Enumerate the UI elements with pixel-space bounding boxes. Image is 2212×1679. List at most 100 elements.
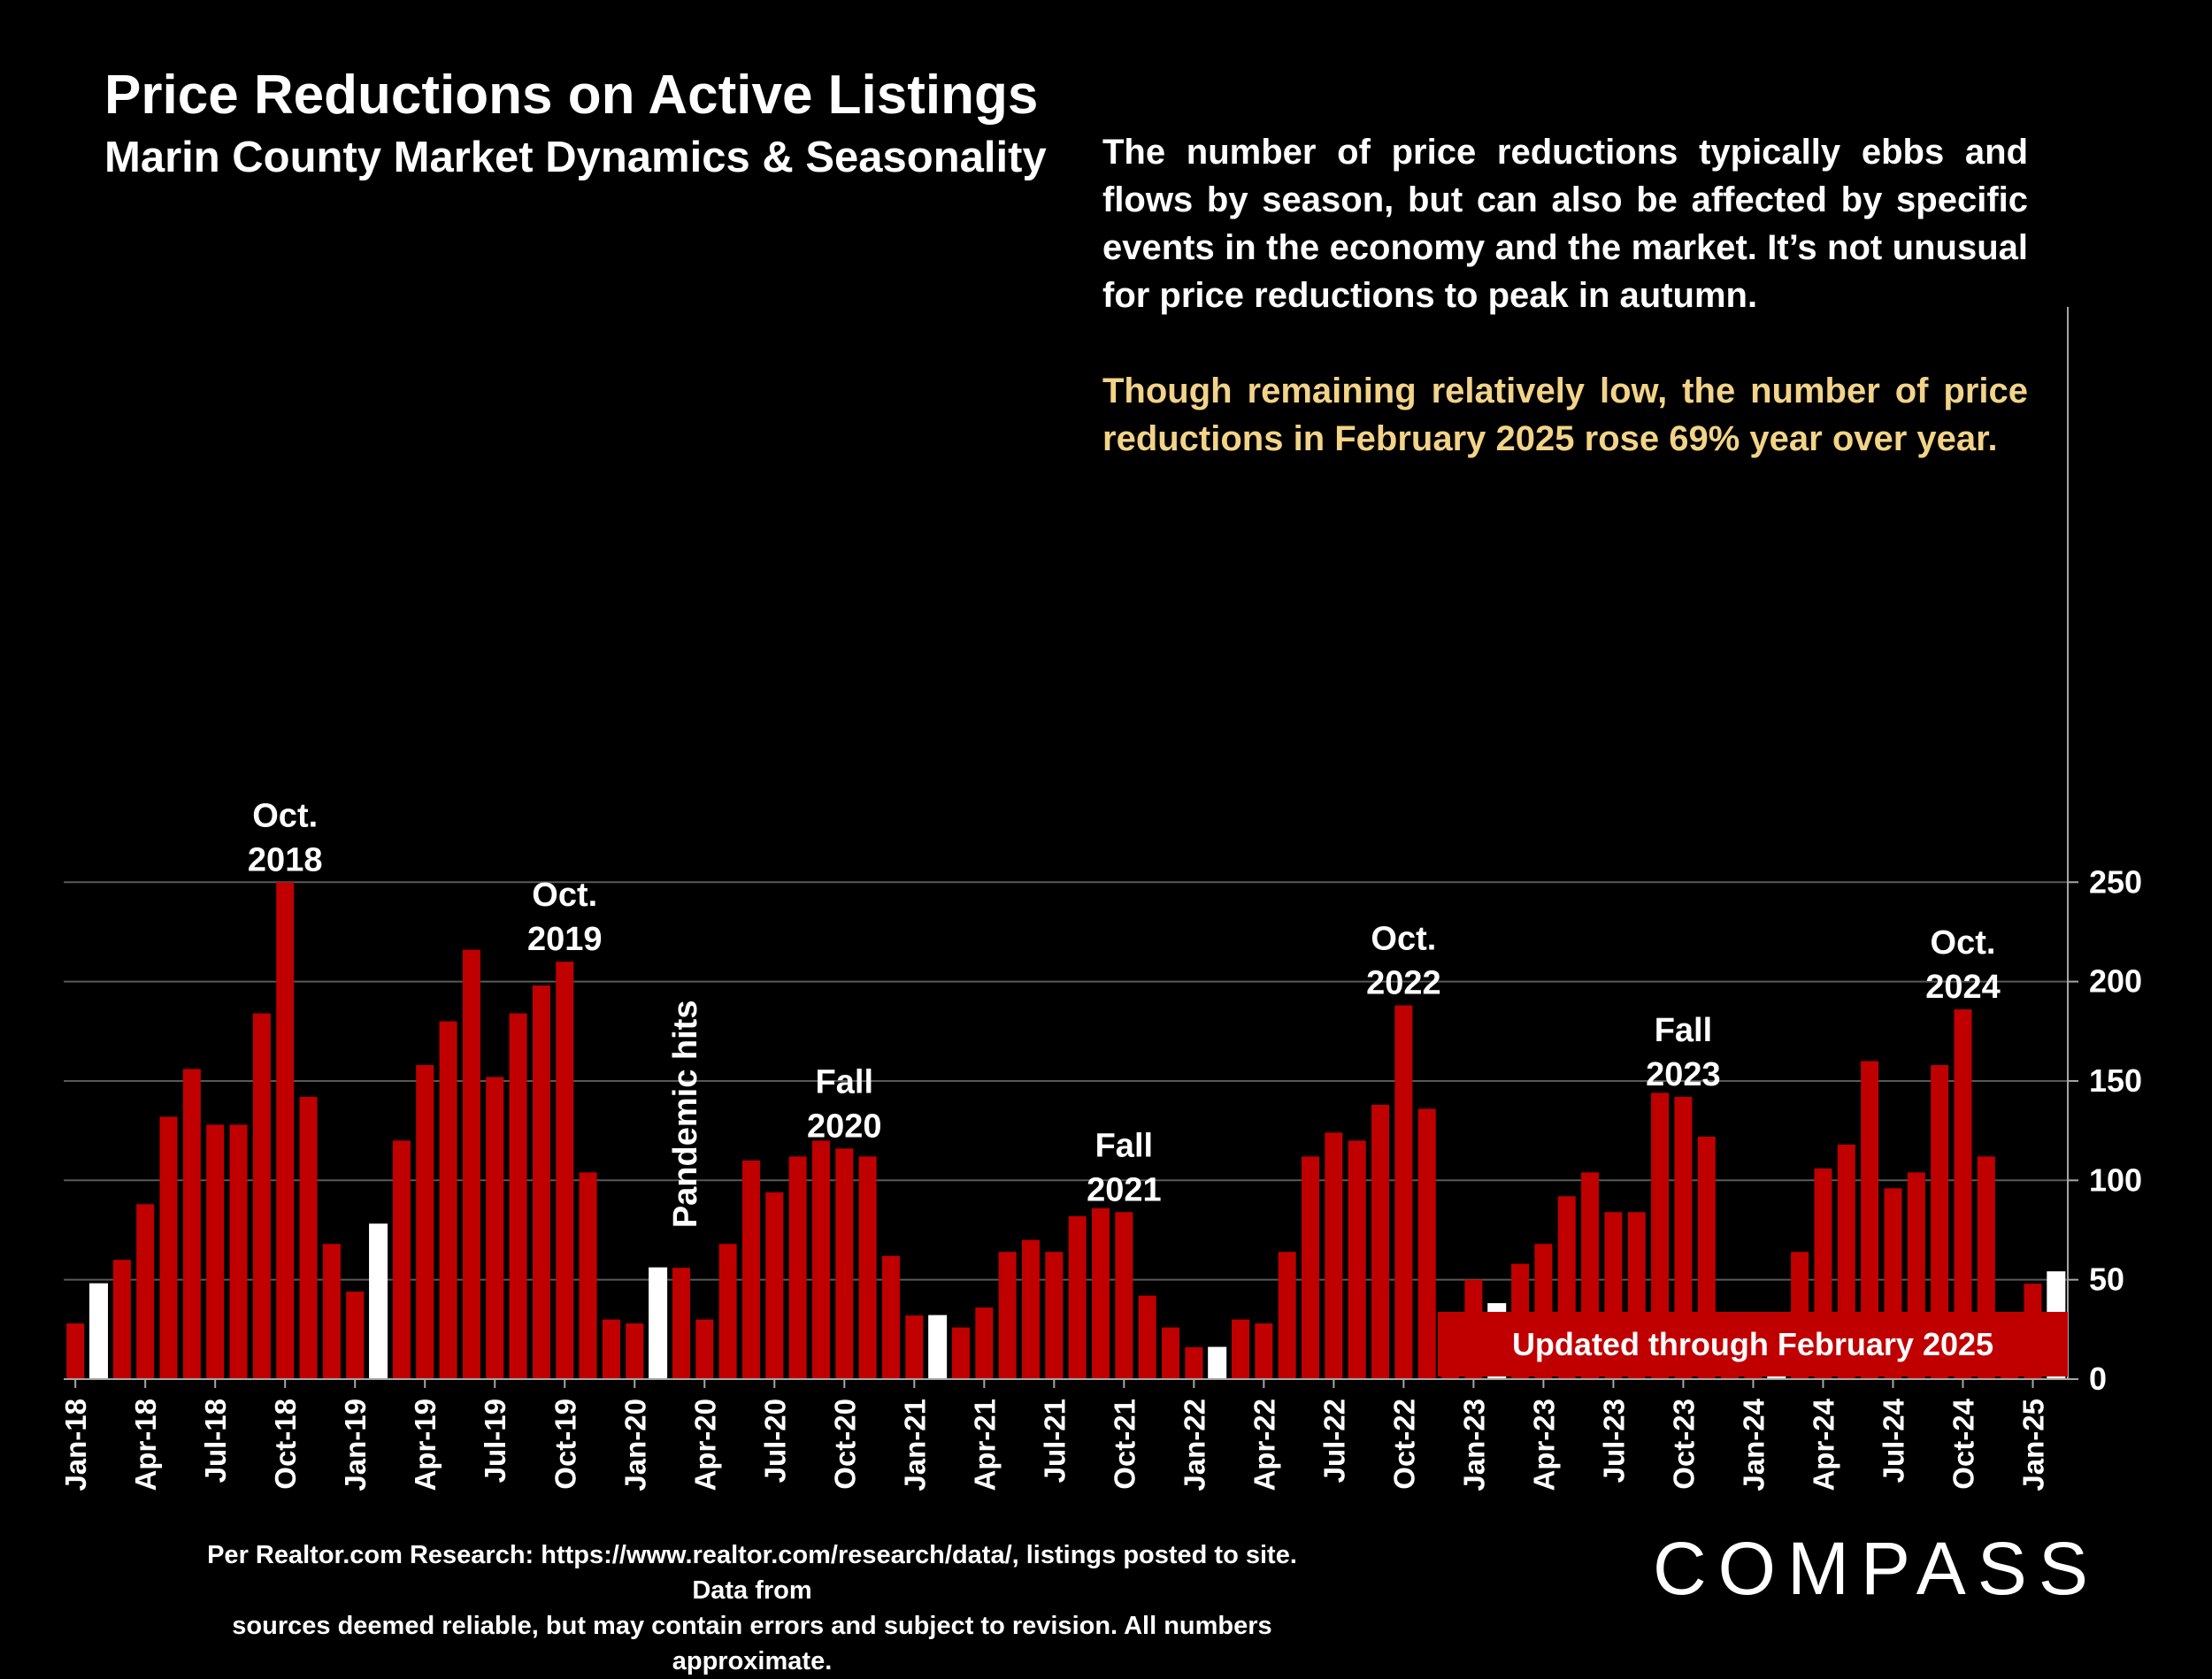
bar [602, 1319, 620, 1379]
bar [416, 1064, 434, 1379]
annotation-label: Oct. 2018 [248, 797, 323, 878]
bar [765, 1192, 784, 1379]
bar [835, 1148, 854, 1379]
x-tick-label: Jan-25 [2016, 1399, 2049, 1491]
annotation-label: Fall 2023 [1646, 1012, 1721, 1093]
gridlines [64, 881, 2068, 1281]
bar [1674, 1096, 1693, 1379]
bar [1115, 1212, 1133, 1379]
bar [695, 1319, 714, 1379]
bar [182, 1069, 201, 1379]
bar [89, 1283, 109, 1380]
description-text: The number of price reductions typically… [1102, 133, 2028, 315]
x-tick-label: Oct-21 [1108, 1399, 1141, 1490]
x-tick-label: Oct-22 [1387, 1399, 1420, 1490]
bar [66, 1323, 85, 1379]
bar [346, 1292, 365, 1379]
chart-title: Price Reductions on Active Listings [104, 65, 1039, 126]
x-tick-label: Jan-19 [339, 1399, 372, 1491]
chart-subtitle: Marin County Market Dynamics & Seasonali… [104, 134, 1047, 181]
bar [998, 1252, 1017, 1379]
bar [1255, 1323, 1273, 1379]
y-tick-label: 50 [2089, 1261, 2124, 1298]
source-line-2: sources deemed reliable, but may contain… [232, 1612, 1272, 1675]
x-tick-label: Jul-19 [479, 1399, 511, 1483]
x-tick-label: Apr-24 [1807, 1398, 1839, 1491]
bar [905, 1315, 924, 1379]
x-tick-label: Apr-20 [688, 1399, 721, 1491]
x-tick-label: Oct-18 [269, 1399, 302, 1490]
bar [229, 1124, 248, 1379]
annotation-label: Fall 2021 [1087, 1127, 1162, 1208]
bar [579, 1172, 597, 1379]
bar [741, 1160, 760, 1379]
bar [858, 1156, 877, 1379]
updated-badge: Updated through February 2025 [1438, 1312, 2068, 1376]
x-tick-label: Jan-18 [59, 1399, 92, 1491]
annotation-label: Oct. 2022 [1366, 921, 1441, 1002]
x-tick-label: Jul-21 [1038, 1399, 1071, 1483]
bar [811, 1140, 830, 1379]
bar [1954, 1009, 1972, 1379]
bar [299, 1096, 318, 1379]
x-tick-label: Jan-21 [898, 1399, 931, 1491]
bar [788, 1156, 807, 1379]
bar [1931, 1064, 1949, 1379]
axes: 0 50 100 150 200 250 Jan-18 Apr-18 Jul-18 Oct-18 J… [59, 307, 2142, 1491]
bar [1417, 1108, 1436, 1379]
bar [1185, 1347, 1203, 1379]
bar [1208, 1346, 1227, 1380]
y-tick-label: 250 [2089, 863, 2142, 900]
x-tick-label: Oct-19 [549, 1399, 581, 1490]
bar [1651, 1092, 1670, 1379]
x-tick-label: Apr-18 [129, 1399, 162, 1491]
x-tick-label: Apr-19 [409, 1399, 442, 1491]
bar [718, 1244, 737, 1379]
bar [672, 1268, 690, 1379]
bar [1371, 1104, 1390, 1379]
x-tick-label: Jul-22 [1317, 1399, 1350, 1483]
bar [369, 1223, 388, 1380]
x-tick-label: Jan-20 [618, 1399, 651, 1491]
bar [159, 1116, 178, 1379]
bar [1325, 1132, 1343, 1379]
bar [206, 1124, 225, 1379]
y-tick-label: 200 [2089, 963, 2142, 1000]
bar [556, 962, 574, 1379]
source-note: Per Realtor.com Research: https://www.re… [177, 1537, 1327, 1679]
x-tick-label: Apr-23 [1527, 1399, 1560, 1491]
bar [1092, 1208, 1110, 1379]
bars [66, 882, 2066, 1380]
source-line-1: Per Realtor.com Research: https://www.re… [207, 1541, 1297, 1605]
bar [252, 1013, 271, 1379]
bar [322, 1244, 341, 1379]
x-tick-label: Oct-24 [1947, 1398, 1979, 1489]
annotations: Oct. 2018 Oct. 2019 Fall 2020 Fall 2021 Oct. 2022… [248, 797, 2001, 1228]
bar [1278, 1252, 1296, 1379]
bar [439, 1021, 457, 1379]
compass-logo: COMPASS [1653, 1527, 2100, 1610]
bar [975, 1307, 994, 1379]
bar [928, 1315, 948, 1380]
y-tick-label: 0 [2089, 1361, 2107, 1397]
x-tick-label: Oct-20 [828, 1399, 861, 1490]
bar [881, 1255, 900, 1379]
highlight-text: Though remaining relatively low, the num… [1102, 372, 2028, 458]
bar [136, 1204, 155, 1379]
x-tick-label: Jul-20 [758, 1399, 791, 1483]
x-tick-label: Apr-21 [968, 1399, 1001, 1491]
bar [509, 1013, 527, 1379]
bar [486, 1077, 504, 1379]
x-tick-label: Jul-18 [199, 1399, 232, 1483]
x-tick-label: Apr-22 [1248, 1399, 1280, 1491]
x-tick-label: Oct-23 [1667, 1399, 1700, 1490]
bar [112, 1260, 131, 1379]
bar [1045, 1252, 1064, 1379]
x-tick-label: Jul-24 [1877, 1398, 1909, 1483]
y-tick-label: 150 [2089, 1062, 2142, 1099]
bar [649, 1267, 668, 1380]
annotation-label: Fall 2020 [807, 1063, 882, 1145]
bar [1861, 1061, 1879, 1379]
bar [1068, 1215, 1087, 1379]
